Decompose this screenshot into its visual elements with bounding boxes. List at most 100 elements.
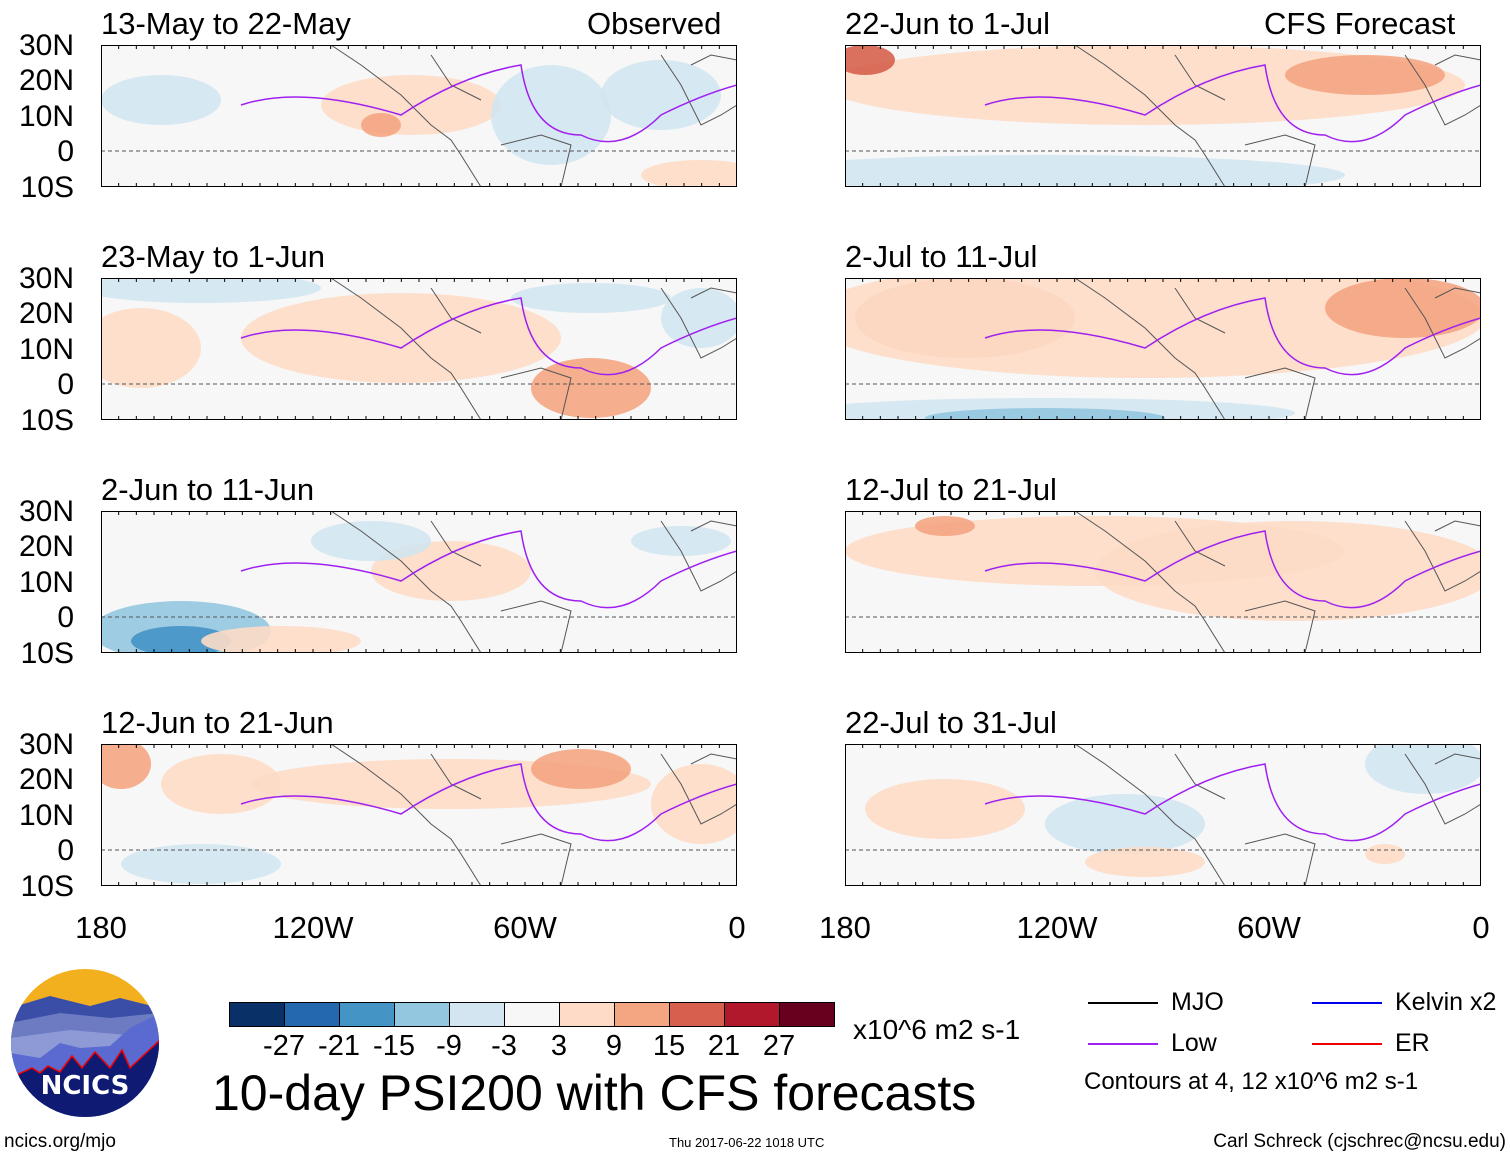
lon-label: 120W <box>272 910 354 945</box>
lon-label: 180 <box>75 910 127 945</box>
map-panel-right-3 <box>845 511 1481 653</box>
observed-label: Observed <box>587 6 722 41</box>
contour-note: Contours at 4, 12 x10^6 m2 s-1 <box>1084 1068 1419 1095</box>
shading-region <box>101 308 201 388</box>
map-panel-left-1 <box>101 45 737 187</box>
shading-region <box>651 764 737 844</box>
colorbar-label: -3 <box>491 1030 517 1062</box>
low-contour <box>984 530 1481 609</box>
map-panel-right-4 <box>845 744 1481 886</box>
colorbar-label: 15 <box>652 1030 686 1062</box>
colorbar-label: -15 <box>373 1030 415 1062</box>
lat-label: 10S <box>20 404 74 437</box>
shading-region <box>131 626 231 653</box>
lon-label: 60W <box>1237 910 1301 945</box>
shading-region <box>101 75 221 125</box>
lat-label: 10N <box>18 799 74 832</box>
low-contour <box>984 297 1481 376</box>
panel-title: 23-May to 1-Jun <box>101 239 325 274</box>
shading-region <box>1365 744 1481 794</box>
shading-region <box>531 749 631 789</box>
lat-label: 10N <box>18 100 74 133</box>
coastline <box>1074 511 1481 653</box>
shading-region <box>201 626 361 653</box>
panel-title: 22-Jul to 31-Jul <box>845 705 1057 740</box>
low-contour <box>240 763 737 842</box>
low-contour <box>240 297 737 376</box>
timestamp: Thu 2017-06-22 1018 UTC <box>669 1135 825 1150</box>
colorbar-swatch <box>285 1003 340 1026</box>
lat-label: 10N <box>18 333 74 366</box>
shading-region <box>531 358 651 418</box>
lat-label: 10S <box>20 171 74 204</box>
shading-region <box>361 113 401 137</box>
shading-region <box>641 160 737 187</box>
panel-title: 13-May to 22-May <box>101 6 351 41</box>
shading-region <box>1325 278 1481 338</box>
coastline <box>1074 278 1481 420</box>
site-url[interactable]: ncics.org/mjo <box>4 1131 116 1152</box>
coastline <box>1074 744 1481 886</box>
credit: Carl Schreck (cjschrec@ncsu.edu) <box>1213 1131 1506 1152</box>
coastline <box>1074 45 1481 187</box>
legend-label: Low <box>1171 1029 1217 1057</box>
low-contour <box>240 530 737 609</box>
colorbar-swatch <box>450 1003 505 1026</box>
lat-label: 0 <box>57 834 74 867</box>
shading-region <box>1085 847 1205 877</box>
shading-region <box>1095 521 1481 621</box>
shading-region <box>161 754 281 814</box>
shading-region <box>865 779 1025 839</box>
low-contour <box>240 64 737 143</box>
lat-label: 20N <box>18 297 74 330</box>
shading-region <box>1045 794 1205 854</box>
lat-label: 0 <box>57 601 74 634</box>
legend-line <box>1088 1043 1158 1045</box>
colorbar-swatch <box>230 1003 285 1026</box>
shading-region <box>511 283 671 313</box>
coastline <box>330 45 737 187</box>
shading-region <box>491 65 611 165</box>
colorbar-label: 3 <box>550 1030 568 1062</box>
lat-label: 20N <box>18 64 74 97</box>
shading-region <box>241 293 561 383</box>
coastline <box>330 511 737 653</box>
legend-label: MJO <box>1171 988 1224 1016</box>
low-contour <box>984 64 1481 143</box>
shading-region <box>311 521 431 561</box>
shading-region <box>661 288 737 348</box>
legend-line <box>1312 1043 1382 1045</box>
ncics-logo: NCICS <box>10 968 160 1123</box>
map-panel-left-4 <box>101 744 737 886</box>
lon-label: 0 <box>1472 910 1490 945</box>
colorbar <box>229 1002 835 1027</box>
shading-region <box>845 278 1481 378</box>
lat-label: 20N <box>18 763 74 796</box>
coastline <box>330 278 737 420</box>
lon-label: 120W <box>1016 910 1098 945</box>
colorbar-label: -9 <box>436 1030 462 1062</box>
colorbar-label: 9 <box>605 1030 623 1062</box>
colorbar-units: x10^6 m2 s-1 <box>853 1014 1021 1045</box>
panel-title: 22-Jun to 1-Jul <box>845 6 1051 41</box>
shading-region <box>101 278 321 303</box>
lon-label: 180 <box>819 910 871 945</box>
panel-title: 2-Jun to 11-Jun <box>101 472 315 507</box>
legend-line <box>1312 1002 1382 1004</box>
colorbar-swatch <box>395 1003 450 1026</box>
figure-title: 10-day PSI200 with CFS forecasts <box>212 1065 977 1121</box>
svg-text:NCICS: NCICS <box>41 1071 130 1101</box>
legend-label: ER <box>1395 1029 1430 1057</box>
colorbar-swatch <box>780 1003 834 1026</box>
colorbar-swatch <box>615 1003 670 1026</box>
colorbar-swatch <box>505 1003 560 1026</box>
shading-region <box>1285 55 1445 95</box>
shading-region <box>925 408 1165 420</box>
colorbar-swatch <box>340 1003 395 1026</box>
forecast-label: CFS Forecast <box>1264 6 1456 41</box>
shading-region <box>601 60 721 130</box>
lat-label: 10N <box>18 566 74 599</box>
colorbar-label: 27 <box>762 1030 796 1062</box>
shading-region <box>915 516 975 536</box>
